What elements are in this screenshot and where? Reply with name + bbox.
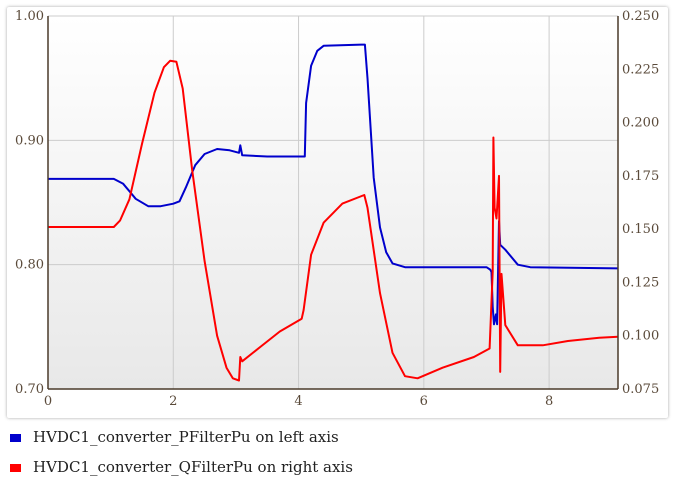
y-right-tick-label: 0.125	[622, 275, 659, 290]
x-tick-label: 8	[545, 394, 553, 409]
y-left-tick-label: 1.00	[15, 9, 44, 24]
y-left-tick-label: 0.90	[15, 133, 44, 148]
x-tick-label: 6	[420, 394, 428, 409]
x-tick-label: 0	[44, 394, 52, 409]
y-right-tick-label: 0.075	[622, 382, 659, 397]
chart-frame: 0 2 4 6 8 0.70 0.80 0.90 1.00 0.075 0.100 0.125 0.15…	[7, 7, 668, 418]
legend: HVDC1_converter_PFilterPu on left axis HV…	[10, 427, 353, 477]
y-right-tick-label: 0.225	[622, 62, 659, 77]
y-right-tick-label: 0.175	[622, 169, 659, 184]
legend-item: HVDC1_converter_PFilterPu on left axis	[10, 427, 353, 447]
legend-swatch	[10, 434, 21, 442]
y-right-tick-label: 0.200	[622, 116, 659, 131]
legend-swatch	[10, 464, 21, 472]
line-chart: 0 2 4 6 8 0.70 0.80 0.90 1.00 0.075 0.100 0.125 0.15…	[15, 9, 659, 409]
x-tick-label: 2	[169, 394, 177, 409]
series-line-2	[48, 59, 619, 382]
y-right-tick-label: 0.100	[622, 329, 659, 344]
y-left-tick-label: 0.80	[15, 258, 44, 273]
series-line-1	[48, 43, 619, 326]
legend-label: HVDC1_converter_PFilterPu on left axis	[33, 428, 339, 446]
plot-area	[48, 16, 618, 389]
y-right-tick-label: 0.150	[622, 222, 659, 237]
y-left-tick-label: 0.70	[15, 382, 44, 397]
y-right-tick-label: 0.250	[622, 9, 659, 24]
x-tick-label: 4	[294, 394, 302, 409]
legend-item: HVDC1_converter_QFilterPu on right axis	[10, 457, 353, 477]
legend-label: HVDC1_converter_QFilterPu on right axis	[33, 458, 353, 476]
